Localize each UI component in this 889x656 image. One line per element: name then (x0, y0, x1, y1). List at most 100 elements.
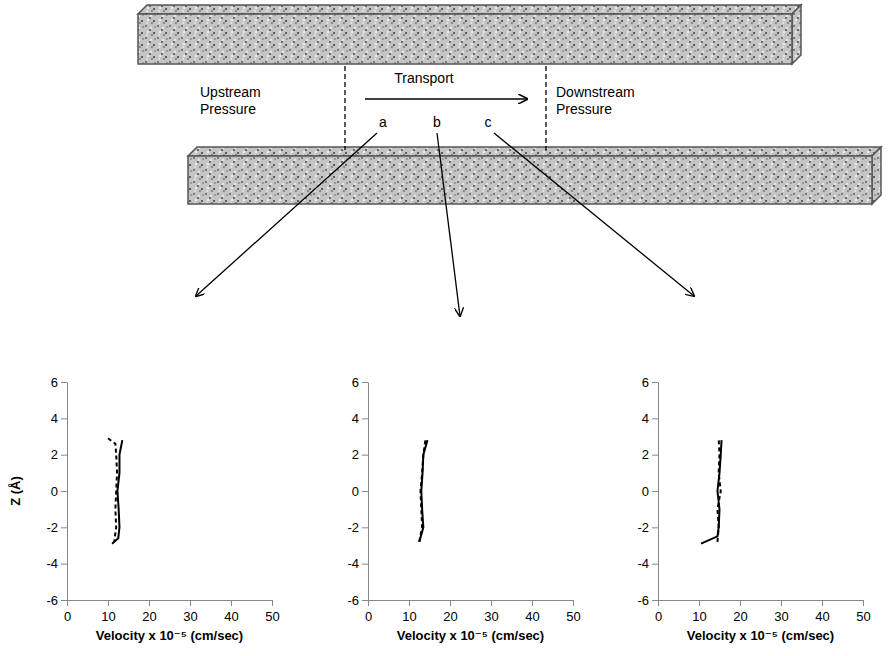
x-tick: 20 (443, 600, 457, 624)
x-tick-mark (108, 600, 109, 606)
x-tick: 0 (365, 600, 372, 624)
chart-panel: 01020304050-6-4-20246Velocity x 10⁻⁵ (cm… (637, 375, 870, 643)
wall-side (872, 147, 881, 204)
x-tick-mark (863, 600, 864, 606)
point-label: a (379, 114, 387, 130)
pointer-arrow (494, 133, 694, 296)
x-tick: 40 (224, 600, 238, 624)
y-axis-line (368, 383, 369, 601)
x-axis: 01020304050 (64, 600, 280, 624)
x-tick-label: 50 (265, 609, 279, 624)
profile-line (419, 440, 425, 542)
wall-top (188, 147, 881, 156)
x-axis-title: Velocity x 10⁻⁵ (cm/sec) (397, 628, 544, 643)
y-tick-label: 4 (51, 411, 58, 426)
plot-area (701, 438, 722, 543)
x-tick-label: 10 (101, 609, 115, 624)
x-tick: 30 (484, 600, 498, 624)
x-axis-title: Velocity x 10⁻⁵ (cm/sec) (96, 628, 243, 643)
x-tick-label: 10 (692, 609, 706, 624)
x-tick-label: 30 (484, 609, 498, 624)
y-tick-mark (652, 564, 658, 565)
diagram-label: Transport (394, 70, 454, 86)
plot-area (108, 438, 122, 543)
profile-line (717, 438, 720, 542)
wall (138, 5, 801, 64)
y-tick-mark (61, 600, 67, 601)
y-tick: -6 (637, 593, 658, 608)
x-tick: 50 (566, 600, 580, 624)
y-tick-label: 6 (642, 375, 649, 390)
y-tick-mark (61, 418, 67, 419)
y-tick-mark (362, 418, 368, 419)
y-tick-mark (362, 527, 368, 528)
x-tick: 10 (101, 600, 115, 624)
x-tick: 20 (142, 600, 156, 624)
y-tick-label: -2 (637, 520, 649, 535)
wall-top (138, 5, 801, 14)
x-tick-mark (532, 600, 533, 606)
y-tick: 2 (352, 447, 368, 462)
y-tick: 4 (642, 411, 658, 426)
x-tick-mark (368, 600, 369, 606)
x-tick: 50 (856, 600, 870, 624)
x-tick-mark (409, 600, 410, 606)
y-axis-line (658, 383, 659, 601)
y-tick: 0 (642, 484, 658, 499)
y-tick-mark (652, 491, 658, 492)
x-tick-mark (781, 600, 782, 606)
diagram-label: DownstreamPressure (556, 84, 635, 117)
y-axis: -6-4-20246 (347, 375, 368, 608)
pointer-arrow (196, 133, 377, 296)
y-tick: -6 (347, 593, 368, 608)
x-tick: 10 (402, 600, 416, 624)
y-tick-label: 0 (51, 484, 58, 499)
x-tick-label: 40 (815, 609, 829, 624)
y-tick-mark (652, 455, 658, 456)
x-tick-label: 20 (443, 609, 457, 624)
y-tick-mark (61, 382, 67, 383)
x-axis: 01020304050 (655, 600, 871, 624)
x-tick-mark (149, 600, 150, 606)
x-tick-mark (231, 600, 232, 606)
wall (188, 147, 881, 204)
y-tick-label: 6 (51, 375, 58, 390)
x-tick-mark (190, 600, 191, 606)
y-tick-label: 0 (352, 484, 359, 499)
y-tick-mark (362, 600, 368, 601)
y-tick-label: -2 (46, 520, 58, 535)
profile-line (419, 440, 427, 542)
y-tick-mark (61, 455, 67, 456)
x-tick-mark (67, 600, 68, 606)
y-tick-label: -4 (46, 556, 58, 571)
y-tick: 4 (51, 411, 67, 426)
x-tick: 30 (774, 600, 788, 624)
x-tick-mark (272, 600, 273, 606)
y-tick-label: 2 (642, 447, 649, 462)
x-axis-line (369, 600, 574, 601)
pointer-arrow (437, 133, 460, 316)
x-tick-label: 40 (525, 609, 539, 624)
y-tick-label: -6 (46, 593, 58, 608)
x-tick-mark (699, 600, 700, 606)
y-tick-mark (61, 491, 67, 492)
x-tick: 50 (265, 600, 279, 624)
y-tick-mark (61, 527, 67, 528)
x-tick-mark (450, 600, 451, 606)
y-tick: 6 (51, 375, 67, 390)
y-tick-label: 2 (352, 447, 359, 462)
y-axis-title: Z (Å) (8, 476, 23, 506)
y-tick: -4 (347, 556, 368, 571)
x-tick: 20 (733, 600, 747, 624)
channel-diagram: UpstreamPressureDownstreamPressureTransp… (138, 5, 881, 316)
y-tick-mark (61, 564, 67, 565)
x-tick: 0 (64, 600, 71, 624)
chart-panel: 01020304050-6-4-20246Velocity x 10⁻⁵ (cm… (8, 375, 280, 643)
y-tick-label: -6 (347, 593, 359, 608)
boundary-line (344, 66, 345, 150)
y-tick-label: 2 (51, 447, 58, 462)
y-tick: -4 (637, 556, 658, 571)
y-tick: 2 (51, 447, 67, 462)
wall-front (188, 156, 872, 204)
y-tick: -6 (46, 593, 67, 608)
